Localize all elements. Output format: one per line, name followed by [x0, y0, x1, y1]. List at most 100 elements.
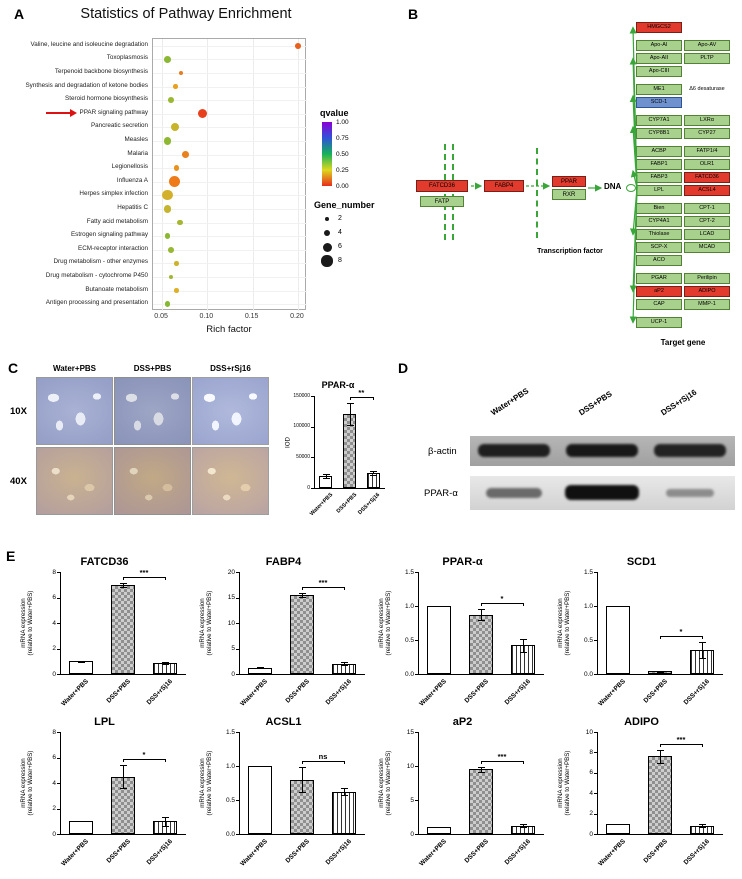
- error-bar-cap: [478, 766, 485, 768]
- error-bar-cap: [478, 620, 485, 622]
- x-gridline: [252, 39, 254, 311]
- target-gene-mcad: MCAD: [684, 242, 730, 253]
- histology-image-40x-water-pbs: [36, 447, 113, 515]
- membrane-protein-fatp: FATP: [420, 196, 464, 207]
- error-bar-cap: [346, 403, 354, 405]
- error-bar-cap: [299, 596, 306, 598]
- sig-line: [123, 759, 165, 761]
- error-bar-cap: [657, 762, 664, 764]
- histo-header-dss-rsj16: DSS+rSj16: [210, 364, 251, 373]
- error-bar-line: [373, 470, 375, 475]
- y-tick-label: 0.5: [583, 636, 593, 644]
- sig-tick: [165, 759, 166, 763]
- sig-label: **: [358, 388, 365, 398]
- y-tick-label: 20: [227, 568, 235, 576]
- y-tick-label: 1.0: [225, 762, 235, 770]
- x-category-label: Water+PBS: [597, 678, 627, 708]
- blot-band: [666, 489, 714, 497]
- y-tick: [311, 396, 314, 397]
- y-tick-label: 6: [52, 594, 56, 601]
- target-gene-caption: Target gene: [660, 338, 706, 347]
- y-tick-label: 0.0: [583, 670, 593, 678]
- error-bar-line: [523, 638, 524, 653]
- error-bar-line: [123, 582, 124, 587]
- y-tick-label: 2: [589, 810, 593, 818]
- error-bar-cap: [322, 477, 330, 479]
- y-tick: [311, 488, 314, 489]
- error-bar-line: [481, 609, 482, 621]
- bar-chart-lpl: LPL 0 2 4 6 8 mRNA expression (relative to Wate…: [16, 716, 193, 872]
- x-category-label: DSS+rSj16: [324, 678, 353, 707]
- histo-header-dss-pbs: DSS+PBS: [133, 364, 172, 373]
- target-gene-hmgcs2: HMGCS2: [636, 22, 682, 33]
- data-point: [164, 56, 171, 63]
- x-category-label: DSS+rSj16: [503, 838, 532, 867]
- error-bar-cap: [341, 795, 348, 797]
- bar: [111, 776, 135, 834]
- y-gridline: [153, 236, 307, 238]
- blot-band: [565, 485, 639, 500]
- y-tick-label: 0: [231, 670, 235, 678]
- data-point: [169, 176, 181, 188]
- bar: [69, 661, 93, 674]
- bar: [511, 645, 535, 674]
- x-category-label: Water+PBS: [418, 678, 448, 708]
- x-tick-label: 0.15: [244, 313, 259, 320]
- error-bar-cap: [162, 664, 169, 666]
- bar: [111, 584, 135, 674]
- sig-tick: [481, 603, 482, 607]
- x-category-label: DSS+PBS: [105, 678, 132, 705]
- error-bar-line: [123, 765, 124, 789]
- y-gridline: [153, 222, 307, 224]
- y-tick-label: 0: [52, 830, 56, 838]
- x-category-label: Water+PBS: [239, 838, 269, 868]
- y-tick: [236, 623, 239, 624]
- y-tick: [311, 457, 314, 459]
- sig-tick: [702, 744, 703, 748]
- y-axis-label-line: (relative to Water+PBS): [564, 750, 571, 816]
- error-bar-cap: [699, 642, 706, 644]
- y-axis-label-line: (relative to Water+PBS): [27, 750, 34, 816]
- sig-line: [349, 397, 374, 399]
- blot-label-ppar-alpha: PPAR-α: [424, 488, 458, 499]
- y-axis: [239, 572, 240, 674]
- chart-title: ACSL1: [265, 716, 302, 728]
- target-gene-apo-ciii: Apo-CIII: [636, 66, 682, 77]
- x-tick-label: 0.05: [154, 313, 168, 320]
- y-gridline: [153, 100, 307, 102]
- plot-area: [152, 38, 307, 311]
- error-bar-cap: [322, 473, 330, 475]
- pathway-label: Fatty acid metabolism: [86, 217, 148, 225]
- pathway-label: PPAR signaling pathway: [79, 108, 149, 116]
- protein-fabp4: FABP4: [484, 180, 524, 192]
- x-axis: [60, 834, 186, 835]
- x-category-label: DSS+PBS: [105, 838, 132, 865]
- bar-chart-fatcd36: FATCD36 0 2 4 6 8 mRNA expression (relative to …: [16, 556, 193, 712]
- chart-title: FATCD36: [80, 556, 129, 568]
- sig-tick: [523, 760, 524, 764]
- bar: [606, 606, 630, 674]
- y-axis-label-line: (relative to Water+PBS): [27, 590, 34, 656]
- x-category-label: Water+PBS: [60, 838, 90, 868]
- sig-line: [123, 576, 165, 578]
- error-bar-line: [702, 642, 703, 659]
- error-bar-cap: [370, 470, 378, 472]
- blot-lane-label-water-pbs: Water+PBS: [489, 386, 531, 418]
- error-bar-cap: [370, 474, 378, 476]
- qvalue-tick-label: 1.00: [336, 118, 349, 126]
- data-point: [168, 246, 174, 253]
- y-axis-label-line: mRNA expression: [378, 758, 385, 808]
- data-point: [170, 123, 179, 132]
- error-bar-cap: [162, 661, 169, 663]
- error-bar-cap: [299, 767, 306, 769]
- panel-label-b: B: [408, 6, 419, 22]
- gene-number-legend-title: Gene_number: [314, 200, 375, 210]
- y-tick-label: 6: [589, 769, 593, 777]
- blot-lane-label-dss-rsj16: DSS+rSj16: [659, 387, 699, 418]
- bar: [427, 827, 451, 834]
- y-tick: [594, 752, 597, 754]
- y-tick: [236, 766, 239, 767]
- qvalue-tick-label: 0.75: [336, 134, 349, 142]
- x-category-label: DSS+PBS: [642, 678, 669, 705]
